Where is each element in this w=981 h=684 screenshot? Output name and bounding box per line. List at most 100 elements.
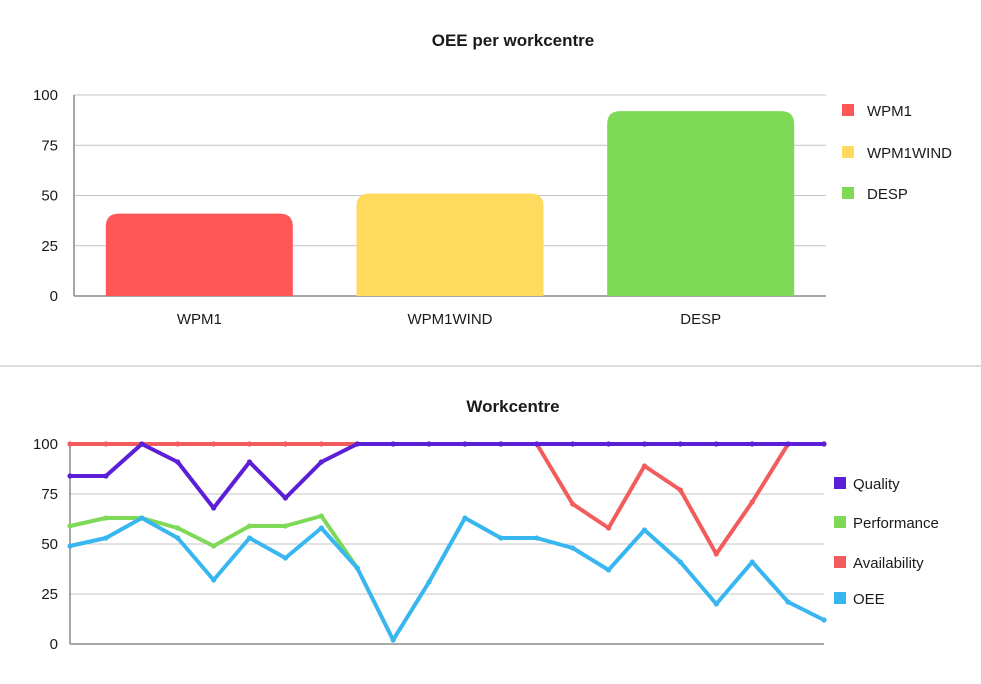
data-point-oee[interactable]	[175, 535, 181, 541]
line-chart-legend[interactable]: Quality Performance Availability OEE	[834, 476, 939, 608]
data-point-oee[interactable]	[534, 535, 540, 541]
data-point-oee[interactable]	[426, 579, 432, 585]
data-point-quality[interactable]	[713, 441, 719, 447]
data-point-oee[interactable]	[641, 527, 648, 533]
data-point-quality[interactable]	[139, 441, 145, 447]
series-line-performance[interactable]	[68, 514, 360, 570]
data-point-oee[interactable]	[354, 565, 360, 571]
data-point-availability[interactable]	[282, 441, 289, 447]
data-point-oee[interactable]	[462, 515, 468, 521]
data-point-performance[interactable]	[211, 543, 217, 549]
data-point-quality[interactable]	[570, 441, 576, 447]
bar-chart-x-axis: WPM1 WPM1WIND DESP	[177, 311, 721, 328]
data-point-availability[interactable]	[318, 441, 324, 447]
legend-swatch-quality	[834, 477, 846, 489]
legend-swatch-availability	[834, 556, 846, 568]
data-point-availability[interactable]	[677, 487, 683, 493]
data-point-quality[interactable]	[211, 505, 217, 511]
data-point-quality[interactable]	[318, 459, 324, 465]
data-point-oee[interactable]	[67, 543, 73, 549]
bar-desp[interactable]	[607, 111, 795, 296]
data-point-quality[interactable]	[785, 441, 791, 447]
bar-chart-legend[interactable]: WPM1 WPM1WIND DESP	[842, 103, 952, 203]
data-point-oee[interactable]	[677, 559, 683, 565]
line-chart-series	[67, 441, 827, 643]
legend-swatch-desp	[842, 187, 854, 199]
data-point-oee[interactable]	[246, 535, 253, 541]
data-point-availability[interactable]	[211, 441, 217, 447]
x-tick-label: WPM1WIND	[408, 311, 493, 328]
data-point-quality[interactable]	[821, 441, 827, 447]
y-tick-label: 75	[41, 486, 58, 503]
data-point-oee[interactable]	[390, 637, 396, 643]
legend-swatch-oee	[834, 592, 846, 604]
data-point-oee[interactable]	[713, 601, 719, 607]
legend-label-oee: OEE	[853, 591, 885, 608]
data-point-quality[interactable]	[462, 441, 468, 447]
data-point-quality[interactable]	[498, 441, 504, 447]
data-point-performance[interactable]	[103, 515, 109, 521]
data-point-quality[interactable]	[749, 441, 755, 447]
data-point-performance[interactable]	[282, 523, 289, 529]
y-tick-label: 0	[50, 288, 58, 305]
bar-wpm1wind[interactable]	[356, 193, 544, 296]
data-point-quality[interactable]	[354, 441, 360, 447]
bar-chart: OEE per workcentre 0 25 50 75 100 WPM1 WPM1WI…	[33, 31, 952, 328]
data-point-performance[interactable]	[175, 525, 181, 531]
data-point-oee[interactable]	[821, 617, 827, 623]
data-point-quality[interactable]	[175, 459, 181, 465]
bar-chart-bars	[105, 111, 795, 296]
y-tick-label: 75	[41, 137, 58, 154]
data-point-oee[interactable]	[139, 515, 145, 521]
data-point-quality[interactable]	[641, 441, 648, 447]
y-tick-label: 25	[41, 238, 58, 255]
data-point-availability[interactable]	[246, 441, 253, 447]
bar-wpm1[interactable]	[105, 213, 293, 296]
data-point-oee[interactable]	[282, 555, 289, 561]
series-line-oee[interactable]	[68, 516, 826, 642]
data-point-oee[interactable]	[318, 525, 324, 531]
data-point-availability[interactable]	[713, 551, 719, 557]
data-point-oee[interactable]	[605, 567, 612, 573]
x-tick-label: DESP	[680, 311, 721, 328]
data-point-quality[interactable]	[677, 441, 683, 447]
data-point-oee[interactable]	[785, 599, 791, 605]
data-point-quality[interactable]	[534, 441, 540, 447]
data-point-availability[interactable]	[67, 441, 73, 447]
x-tick-label: WPM1	[177, 311, 222, 328]
data-point-quality[interactable]	[282, 495, 289, 501]
data-point-availability[interactable]	[605, 525, 612, 531]
data-point-oee[interactable]	[570, 545, 576, 551]
data-point-availability[interactable]	[641, 463, 648, 469]
data-point-quality[interactable]	[426, 441, 432, 447]
data-point-availability[interactable]	[103, 441, 109, 447]
y-tick-label: 25	[41, 586, 58, 603]
y-tick-label: 50	[41, 188, 58, 205]
series-line-availability[interactable]	[68, 442, 826, 556]
legend-swatch-wpm1	[842, 104, 854, 116]
data-point-quality[interactable]	[246, 459, 253, 465]
data-point-availability[interactable]	[749, 499, 755, 505]
data-point-performance[interactable]	[246, 523, 253, 529]
data-point-availability[interactable]	[570, 501, 576, 507]
bar-chart-title: OEE per workcentre	[432, 31, 595, 50]
legend-swatch-wpm1wind	[842, 146, 854, 158]
data-point-oee[interactable]	[749, 559, 755, 565]
data-point-oee[interactable]	[103, 535, 109, 541]
legend-label-quality: Quality	[853, 476, 900, 493]
data-point-performance[interactable]	[318, 513, 324, 519]
line-chart: Workcentre 0 25 50 75 100 Quality Performance…	[33, 397, 939, 653]
data-point-quality[interactable]	[390, 441, 396, 447]
line-chart-title: Workcentre	[466, 397, 559, 416]
data-point-quality[interactable]	[605, 441, 612, 447]
data-point-quality[interactable]	[67, 473, 73, 479]
legend-label-performance: Performance	[853, 515, 939, 532]
data-point-oee[interactable]	[498, 535, 504, 541]
data-point-availability[interactable]	[175, 441, 181, 447]
series-line-quality[interactable]	[68, 442, 826, 510]
data-point-quality[interactable]	[103, 473, 109, 479]
data-point-oee[interactable]	[211, 577, 217, 583]
data-point-performance[interactable]	[67, 523, 73, 529]
line-chart-y-axis: 0 25 50 75 100	[33, 436, 824, 653]
